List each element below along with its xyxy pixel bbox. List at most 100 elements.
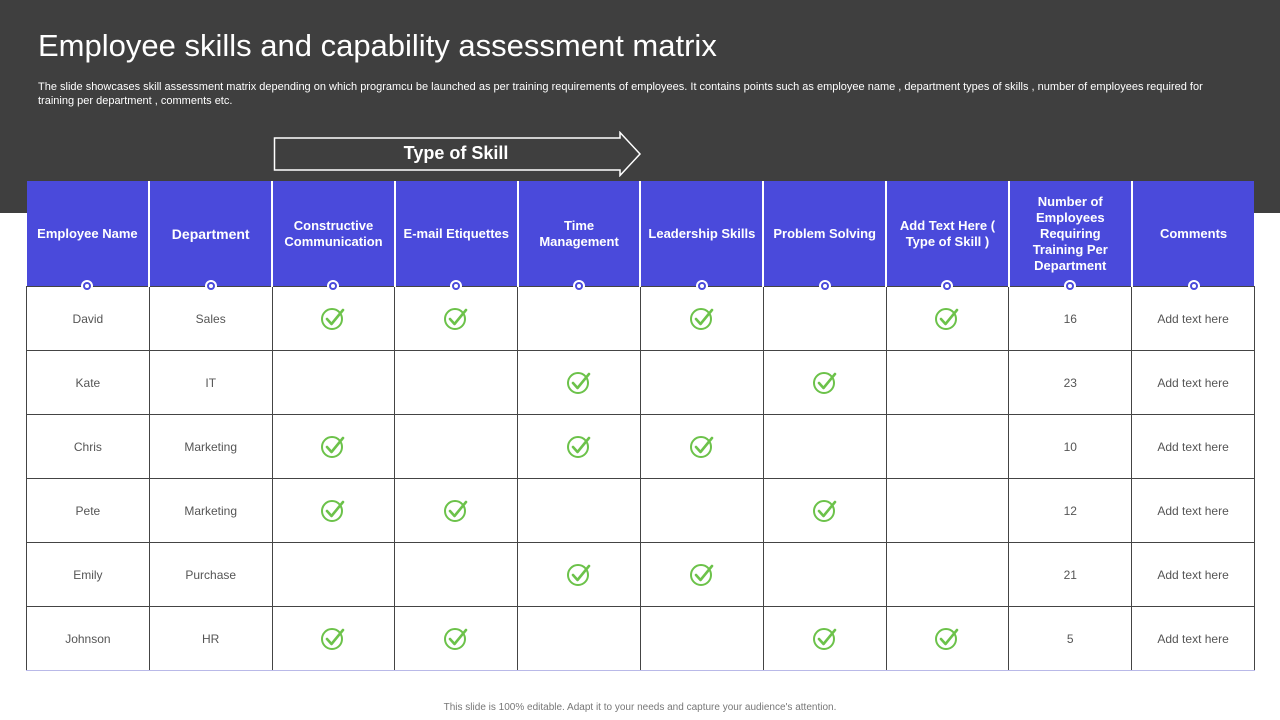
skill-cell: [271, 286, 396, 351]
skill-cell: [885, 542, 1010, 607]
circle-marker-icon: [941, 280, 954, 292]
table-row: Kate IT 23 Add text here: [26, 350, 1255, 415]
checkmark-icon: [934, 307, 960, 330]
skill-cell: [394, 478, 519, 543]
circle-marker-icon: [204, 280, 217, 292]
header-band: [0, 0, 1280, 213]
column-header-constructive-communication: Constructive Communication: [271, 181, 395, 292]
checkmark-icon: [320, 627, 346, 650]
skill-type-label: Type of Skill: [403, 143, 509, 163]
employee-name-cell: Johnson: [26, 606, 150, 671]
department-cell: Marketing: [148, 478, 273, 543]
training-count-cell: 10: [1008, 414, 1133, 479]
skill-cell: [639, 350, 764, 415]
skill-cell: [885, 350, 1010, 415]
skill-cell: [762, 542, 887, 607]
skill-cell: [517, 478, 641, 543]
circle-marker-icon: [573, 280, 586, 292]
skill-cell: [639, 286, 764, 351]
comment-cell: Add text here: [1131, 286, 1255, 351]
column-header-problem-solving: Problem Solving: [762, 181, 887, 292]
checkmark-icon: [812, 371, 838, 394]
training-count-cell: 23: [1008, 350, 1133, 415]
table-row: Chris Marketing 10 Add text here: [26, 414, 1255, 479]
column-header-comments: Comments: [1130, 181, 1255, 292]
checkmark-icon: [566, 371, 592, 394]
checkmark-icon: [689, 307, 715, 330]
column-header-employees-requiring-training: Number of Employees Requiring Training P…: [1007, 181, 1132, 292]
checkmark-icon: [689, 435, 715, 458]
comment-cell: Add text here: [1131, 414, 1255, 479]
training-count-cell: 21: [1008, 542, 1133, 607]
skill-cell: [885, 286, 1010, 351]
skill-cell: [271, 606, 396, 671]
department-cell: Purchase: [148, 542, 273, 607]
circle-marker-icon: [695, 280, 708, 292]
table-header-row: Employee Name Department Constructive Co…: [26, 181, 1255, 292]
circle-marker-icon: [1064, 280, 1077, 292]
page-title: Employee skills and capability assessmen…: [38, 28, 717, 63]
skill-cell: [639, 542, 764, 607]
column-header-email-etiquettes: E-mail Etiquettes: [393, 181, 518, 292]
checkmark-icon: [443, 307, 469, 330]
column-header-department: Department: [148, 181, 273, 292]
skill-cell: [885, 478, 1010, 543]
employee-name-cell: Kate: [26, 350, 150, 415]
skill-cell: [271, 414, 396, 479]
circle-marker-icon: [1187, 280, 1200, 292]
skill-cell: [762, 478, 887, 543]
skill-cell: [639, 414, 764, 479]
comment-cell: Add text here: [1131, 478, 1255, 543]
employee-name-cell: Emily: [26, 542, 150, 607]
circle-marker-icon: [81, 280, 94, 292]
skill-cell: [394, 350, 519, 415]
employee-name-cell: David: [26, 286, 150, 351]
skill-cell: [394, 414, 519, 479]
checkmark-icon: [443, 627, 469, 650]
skill-cell: [517, 414, 641, 479]
skill-cell: [394, 286, 519, 351]
checkmark-icon: [812, 499, 838, 522]
training-count-cell: 5: [1008, 606, 1133, 671]
table-row: Johnson HR 5 Add text here: [26, 606, 1255, 671]
skill-cell: [517, 350, 641, 415]
department-cell: HR: [148, 606, 273, 671]
column-header-employee-name: Employee Name: [26, 181, 150, 292]
checkmark-icon: [320, 307, 346, 330]
skill-cell: [271, 350, 396, 415]
skill-type-arrow: Type of Skill: [273, 131, 643, 177]
right-arrow-icon: [273, 131, 642, 177]
checkmark-icon: [812, 627, 838, 650]
skills-matrix-table: Employee Name Department Constructive Co…: [26, 181, 1255, 671]
department-cell: IT: [148, 350, 273, 415]
table-body: David Sales 16 Add text here Kate IT 23 Add tex…: [26, 286, 1255, 671]
skill-cell: [517, 606, 641, 671]
employee-name-cell: Chris: [26, 414, 150, 479]
checkmark-icon: [320, 435, 346, 458]
circle-marker-icon: [327, 280, 340, 292]
checkmark-icon: [566, 563, 592, 586]
skill-cell: [639, 606, 764, 671]
column-header-leadership-skills: Leadership Skills: [639, 181, 764, 292]
skill-cell: [885, 414, 1010, 479]
checkmark-icon: [320, 499, 346, 522]
skill-cell: [517, 542, 641, 607]
skill-cell: [394, 606, 519, 671]
comment-cell: Add text here: [1131, 350, 1255, 415]
skill-cell: [517, 286, 641, 351]
checkmark-icon: [566, 435, 592, 458]
table-row: David Sales 16 Add text here: [26, 286, 1255, 351]
employee-name-cell: Pete: [26, 478, 150, 543]
skill-cell: [394, 542, 519, 607]
comment-cell: Add text here: [1131, 606, 1255, 671]
circle-marker-icon: [818, 280, 831, 292]
skill-cell: [762, 606, 887, 671]
table-row: Pete Marketing 12 Add text here: [26, 478, 1255, 543]
column-header-time-management: Time Management: [516, 181, 641, 292]
page-subtitle: The slide showcases skill assessment mat…: [38, 81, 1203, 107]
skill-cell: [271, 478, 396, 543]
skill-cell: [271, 542, 396, 607]
skill-cell: [762, 286, 887, 351]
comment-cell: Add text here: [1131, 542, 1255, 607]
checkmark-icon: [689, 563, 715, 586]
